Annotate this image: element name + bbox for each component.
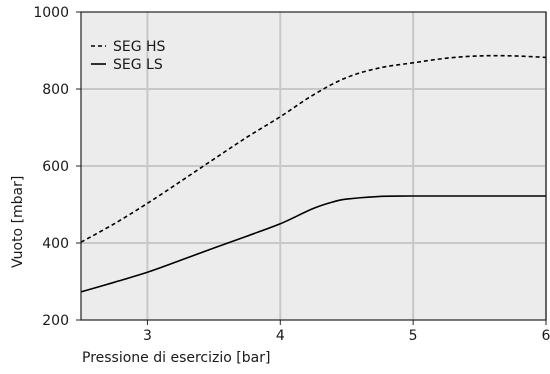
y-tick-label: 800 bbox=[42, 82, 69, 98]
y-axis-label: Vuoto [mbar] bbox=[10, 176, 26, 268]
x-tick-label: 4 bbox=[276, 328, 285, 344]
series-line-seg-hs bbox=[80, 54, 547, 243]
y-tick-label: 600 bbox=[42, 159, 69, 175]
y-tick-label: 400 bbox=[42, 236, 69, 252]
x-tick-label: 6 bbox=[542, 328, 550, 344]
x-tick-label: 5 bbox=[409, 328, 418, 344]
y-tick-label: 200 bbox=[42, 313, 69, 329]
legend-label: SEG LS bbox=[113, 57, 163, 73]
series-layer bbox=[80, 54, 547, 293]
legend: SEG HS SEG LS bbox=[91, 39, 166, 73]
x-tick-label: 3 bbox=[143, 328, 152, 344]
series-line-seg-ls bbox=[80, 195, 546, 293]
x-axis-label: Pressione di esercizio [bar] bbox=[82, 350, 270, 366]
legend-label: SEG HS bbox=[113, 39, 166, 55]
y-tick-label: 1000 bbox=[33, 5, 69, 21]
ticks: 3 4 5 6 200 400 600 800 1000 bbox=[33, 5, 550, 344]
